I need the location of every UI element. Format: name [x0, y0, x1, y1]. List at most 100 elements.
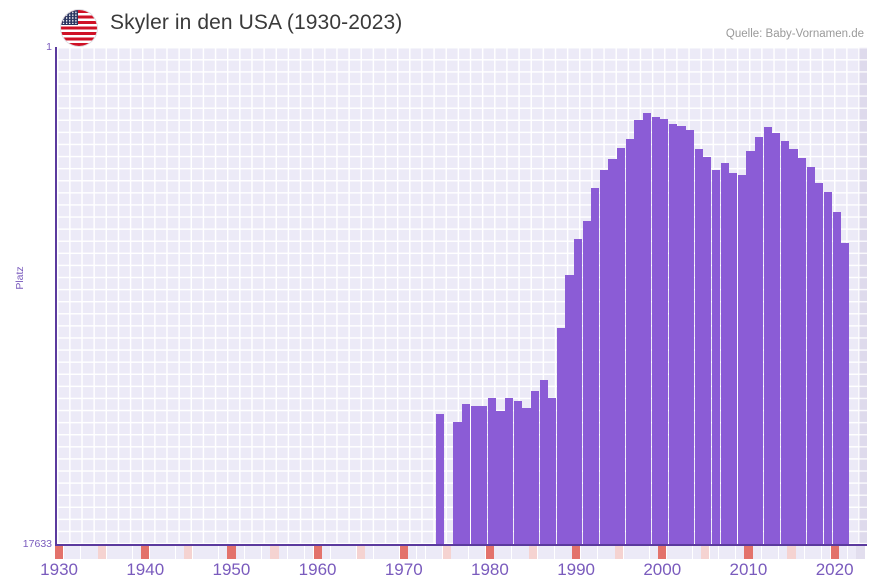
bar	[746, 150, 755, 544]
x-axis-tick	[804, 546, 813, 559]
x-axis-tick	[563, 546, 572, 559]
x-axis-tick	[382, 546, 391, 559]
x-axis-tick	[451, 546, 460, 559]
x-axis-tick	[666, 546, 675, 559]
x-axis-tick	[55, 546, 64, 559]
x-axis-tick	[477, 546, 486, 559]
x-axis-tick	[322, 546, 331, 559]
x-axis-tick-label: 1990	[557, 560, 596, 579]
bar	[694, 149, 703, 544]
x-axis-tick	[787, 546, 796, 559]
x-axis-tick	[572, 546, 581, 559]
x-axis-tick	[856, 546, 865, 559]
bar	[479, 405, 488, 544]
bar	[617, 148, 626, 544]
x-axis-tick	[460, 546, 469, 559]
bar	[599, 170, 609, 544]
x-axis-tick	[735, 546, 744, 559]
x-axis-tick	[778, 546, 788, 559]
x-axis-tick	[89, 546, 98, 559]
x-axis-tick	[658, 546, 667, 559]
bar	[754, 136, 764, 544]
bar	[487, 397, 497, 544]
x-axis-tick	[287, 546, 296, 559]
x-axis-tick	[296, 546, 305, 559]
x-axis-tick-label: 1970	[384, 560, 423, 579]
x-axis-tick	[253, 546, 262, 559]
x-axis-tick-label: 2000	[643, 560, 682, 579]
x-axis-labels: 1930 1940 1950 1960 1970 1980 1990 2000 2010 2020	[40, 560, 865, 587]
x-axis-tick-label: 1930	[40, 560, 78, 579]
bar	[574, 238, 583, 544]
x-axis-tick-label: 1940	[126, 560, 165, 579]
x-axis-tick	[167, 546, 176, 559]
bar-series	[57, 47, 867, 544]
bar	[496, 411, 505, 544]
bar	[582, 221, 591, 544]
bar	[737, 174, 746, 544]
x-axis-tick	[313, 546, 322, 559]
bar	[720, 163, 729, 544]
x-axis-tick-label: 1980	[471, 560, 509, 579]
x-axis-tick	[270, 546, 279, 559]
x-axis-tick	[399, 546, 408, 559]
x-axis-tick	[623, 546, 632, 559]
bar	[505, 397, 514, 544]
y-axis-title: Platz	[14, 266, 26, 290]
source-label: Quelle: Baby-Vornamen.de	[725, 28, 864, 40]
bar	[668, 124, 677, 544]
x-axis-tick	[597, 546, 607, 559]
x-axis-tick	[485, 546, 495, 559]
x-axis-tick	[141, 546, 150, 559]
x-axis-tick	[520, 546, 529, 559]
bar	[677, 125, 686, 544]
bar	[832, 212, 841, 544]
x-axis-tick	[373, 546, 383, 559]
x-axis-tick	[115, 546, 124, 559]
bar	[513, 401, 522, 544]
x-axis-tick	[98, 546, 107, 559]
bar	[703, 156, 712, 544]
x-axis-tick	[606, 546, 615, 559]
bar	[798, 158, 807, 544]
x-axis-tick	[356, 546, 365, 559]
x-axis-tick	[132, 546, 141, 559]
x-axis-tick-label: 2010	[729, 560, 768, 579]
x-axis-tick	[684, 546, 693, 559]
bar	[823, 192, 833, 544]
bar	[729, 172, 738, 544]
x-axis-tick	[632, 546, 641, 559]
x-axis-tick	[589, 546, 598, 559]
flag-canton	[61, 10, 78, 25]
x-axis-tick	[434, 546, 443, 559]
x-axis-tick	[339, 546, 348, 559]
bar	[436, 414, 445, 544]
x-axis-tick-label: 1960	[298, 560, 337, 579]
x-axis-tick	[503, 546, 512, 559]
page-title: Skyler in den USA (1930-2023)	[110, 11, 403, 34]
x-axis-tick	[304, 546, 314, 559]
x-axis-tick	[347, 546, 357, 559]
x-axis-tick	[106, 546, 115, 559]
x-axis-tick	[63, 546, 72, 559]
x-axis-tick	[744, 546, 753, 559]
bar	[806, 166, 815, 544]
x-axis-tick	[770, 546, 779, 559]
x-axis-tick	[839, 546, 848, 559]
x-axis-tick	[727, 546, 736, 559]
x-axis-tick	[365, 546, 374, 559]
bar	[686, 130, 695, 544]
x-axis-tick	[468, 546, 477, 559]
x-axis-tick	[149, 546, 158, 559]
bar	[660, 119, 669, 544]
x-axis-tick	[408, 546, 417, 559]
x-axis-tick	[80, 546, 90, 559]
x-axis-tick	[210, 546, 219, 559]
x-axis-tick	[701, 546, 710, 559]
x-axis-tick	[123, 546, 133, 559]
x-axis-tick	[615, 546, 624, 559]
x-axis-tick	[718, 546, 727, 559]
x-axis-tick	[537, 546, 546, 559]
x-axis-tick	[416, 546, 426, 559]
x-axis-tick	[649, 546, 658, 559]
